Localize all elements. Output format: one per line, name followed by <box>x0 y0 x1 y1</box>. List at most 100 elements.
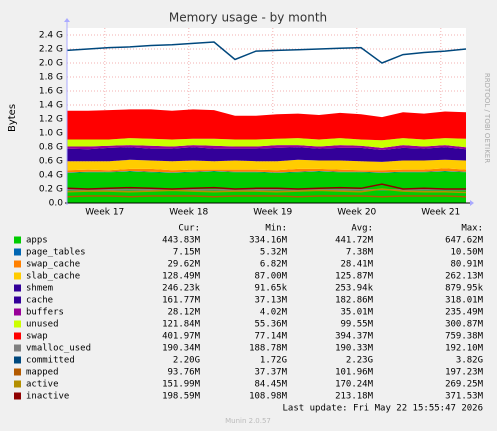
y-tick-label: 0.0 <box>49 199 64 209</box>
legend-stat: 121.84M <box>162 320 201 330</box>
legend: Cur: Min: Avg: Max: apps 443.83M 334.16M 44… <box>14 224 484 402</box>
legend-stat: 192.10M <box>445 344 484 354</box>
area <box>67 145 466 150</box>
y-tick-label: 0.2 G <box>39 185 63 195</box>
legend-stat: 99.55M <box>340 320 373 330</box>
legend-stat: 170.24M <box>335 380 374 390</box>
legend-stat: 6.82M <box>260 260 288 270</box>
legend-stat: 80.91M <box>450 260 483 270</box>
legend-stat: 2.20G <box>173 356 200 366</box>
legend-stat: 28.41M <box>340 260 373 270</box>
legend-header: Avg: <box>351 224 373 234</box>
legend-stat: 182.86M <box>335 296 374 306</box>
legend-stat: 125.87M <box>335 272 374 282</box>
legend-swatch <box>14 380 21 388</box>
legend-stat: 35.01M <box>340 308 373 318</box>
area <box>67 147 466 162</box>
legend-stat: 879.95k <box>445 284 484 294</box>
line <box>66 188 467 194</box>
legend-stat: 441.72M <box>335 236 374 246</box>
chart-title: Memory usage - by month <box>169 11 327 25</box>
area <box>67 109 466 141</box>
area <box>67 168 466 173</box>
y-tick-label: 0.8 G <box>39 143 63 153</box>
legend-label: unused <box>26 320 59 330</box>
y-tick-label: 2.4 G <box>39 31 63 41</box>
legend-stat: 2.23G <box>346 356 373 366</box>
legend-stat: 37.37M <box>254 368 287 378</box>
y-tick-label: 2.0 G <box>39 59 63 69</box>
footer: Munin 2.0.57 <box>225 417 271 425</box>
legend-header: Max: <box>461 224 483 234</box>
legend-stat: 300.87M <box>445 320 484 330</box>
y-tick-label: 1.6 G <box>39 87 63 97</box>
legend-stat: 262.13M <box>445 272 484 282</box>
legend-swatch <box>14 236 21 244</box>
legend-label: shmem <box>26 284 53 294</box>
x-tick-label: Week 18 <box>169 208 208 218</box>
legend-swatch <box>14 344 21 352</box>
marks <box>66 41 467 203</box>
area <box>67 159 466 171</box>
legend-stat: 190.33M <box>335 344 374 354</box>
legend-stat: 128.49M <box>162 272 201 282</box>
legend-label: committed <box>26 356 75 366</box>
legend-swatch <box>14 332 21 340</box>
x-axis-arrow <box>470 200 474 206</box>
legend-stat: 235.49M <box>445 308 484 318</box>
last-update: Last update: Fri May 22 15:55:47 2026 <box>283 404 483 414</box>
legend-swatch <box>14 392 21 400</box>
legend-stat: 334.16M <box>249 236 288 246</box>
legend-swatch <box>14 368 21 376</box>
legend-stat: 37.13M <box>254 296 287 306</box>
legend-stat: 4.02M <box>260 308 288 318</box>
legend-stat: 394.37M <box>335 332 374 342</box>
legend-stat: 1.72G <box>260 356 287 366</box>
watermark: RRDTOOL / TOBI OETIKER <box>483 73 491 163</box>
line <box>66 183 466 190</box>
legend-stat: 7.15M <box>173 248 201 258</box>
y-tick-label: 1.2 G <box>39 115 63 125</box>
legend-label: vmalloc_used <box>26 344 91 354</box>
legend-stat: 5.32M <box>260 248 288 258</box>
area <box>67 138 466 148</box>
legend-stat: 161.77M <box>162 296 201 306</box>
legend-swatch <box>14 320 21 328</box>
legend-stat: 253.94k <box>335 284 374 294</box>
legend-label: inactive <box>26 392 69 402</box>
legend-swatch <box>14 356 21 364</box>
line <box>66 41 467 64</box>
legend-stat: 28.12M <box>167 308 200 318</box>
legend-stat: 197.23M <box>445 368 484 378</box>
y-axis-arrow <box>64 18 70 22</box>
legend-stat: 77.14M <box>254 332 287 342</box>
x-tick-label: Week 19 <box>253 208 292 218</box>
legend-stat: 91.65k <box>254 284 287 294</box>
legend-stat: 29.62M <box>167 260 200 270</box>
x-tick-label: Week 21 <box>421 208 460 218</box>
legend-label: swap_cache <box>26 260 80 270</box>
legend-stat: 108.98M <box>249 392 288 402</box>
legend-stat: 55.36M <box>254 320 287 330</box>
legend-header: Cur: <box>178 224 200 234</box>
legend-stat: 759.38M <box>445 332 484 342</box>
y-tick-label: 0.6 G <box>39 157 63 167</box>
legend-label: cache <box>26 296 53 306</box>
legend-stat: 269.25M <box>445 380 484 390</box>
legend-swatch <box>14 248 21 256</box>
legend-swatch <box>14 296 21 304</box>
legend-label: buffers <box>26 308 64 318</box>
y-tick-label: 1.8 G <box>39 73 63 83</box>
legend-header: Min: <box>265 224 287 234</box>
legend-swatch <box>14 308 21 316</box>
legend-stat: 93.76M <box>167 368 200 378</box>
legend-stat: 10.50M <box>450 248 483 258</box>
line <box>66 195 467 198</box>
legend-stat: 647.62M <box>445 236 484 246</box>
legend-stat: 401.97M <box>162 332 201 342</box>
legend-swatch <box>14 272 21 280</box>
x-tick-label: Week 20 <box>337 208 376 218</box>
legend-stat: 7.38M <box>346 248 374 258</box>
legend-stat: 151.99M <box>162 380 201 390</box>
